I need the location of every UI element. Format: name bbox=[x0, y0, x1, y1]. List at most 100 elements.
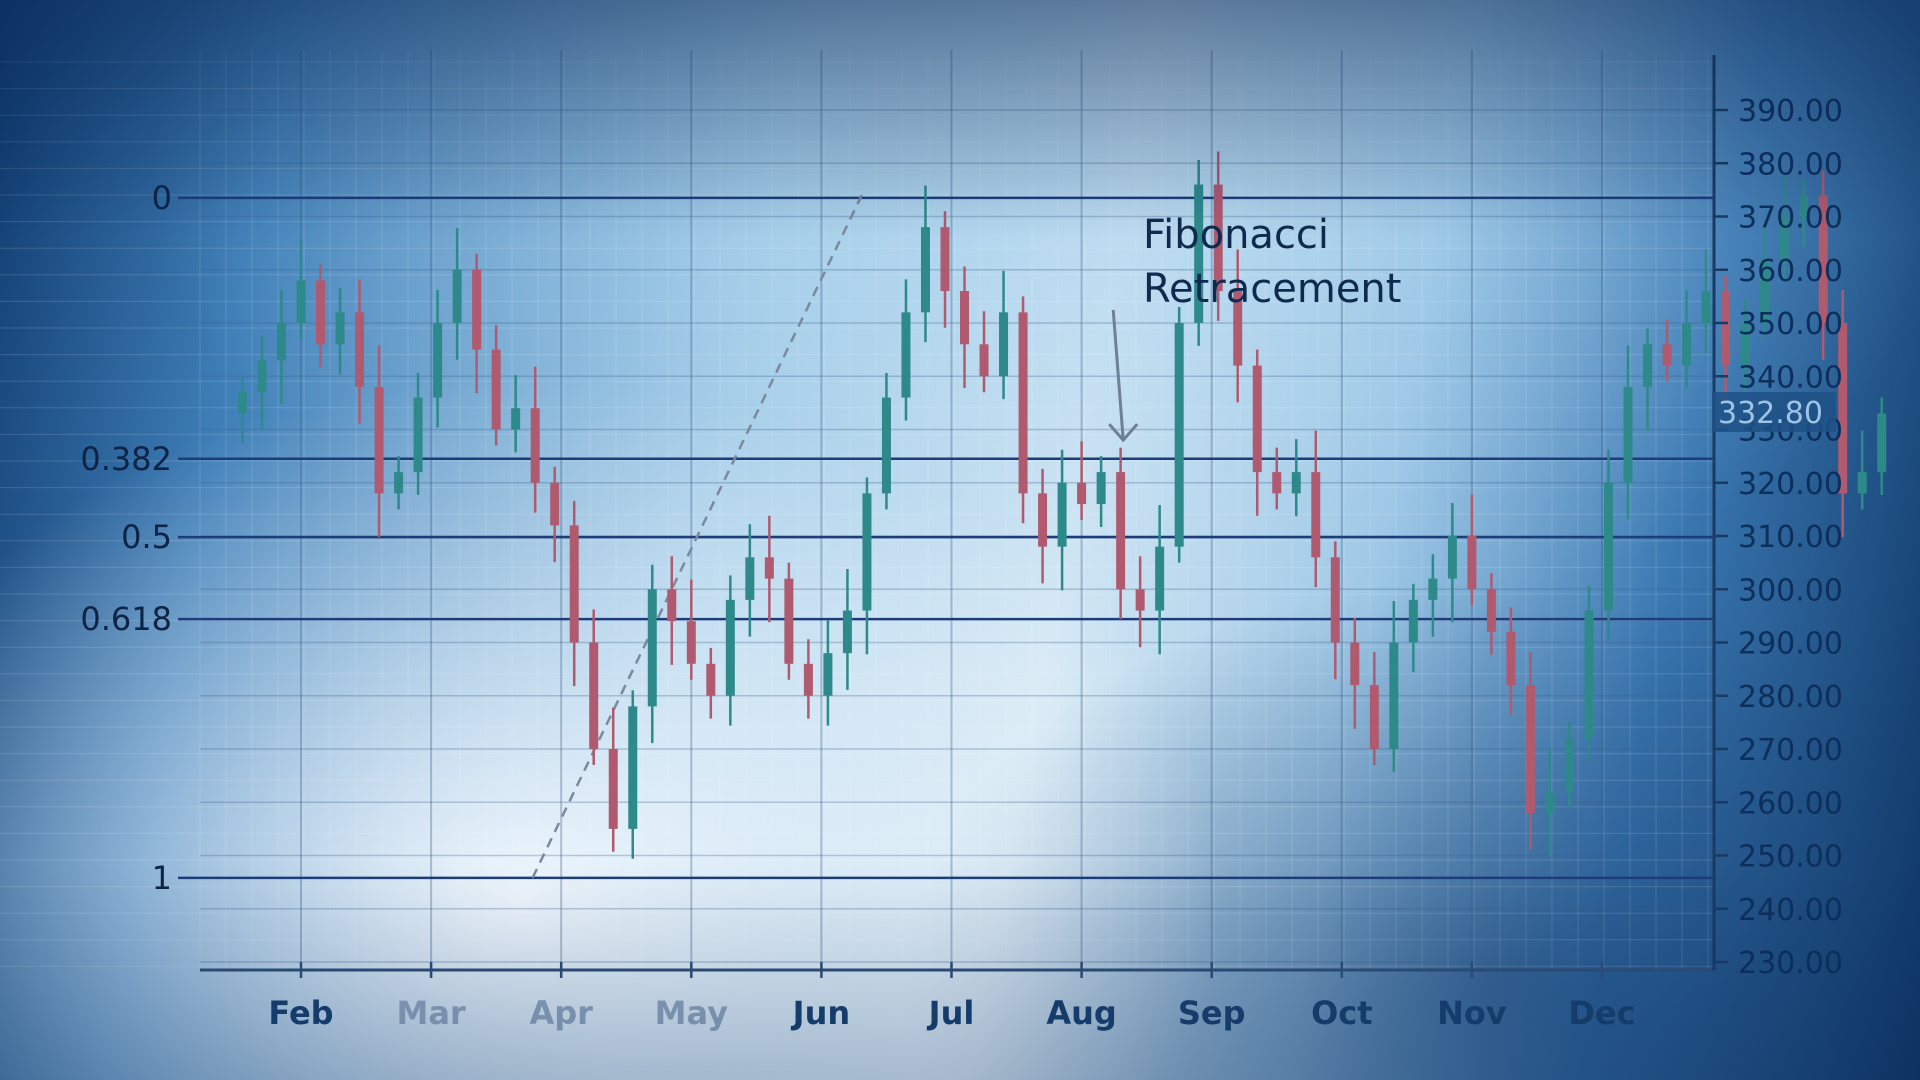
fib-level-label: 0.618 bbox=[80, 600, 172, 638]
fib-level-label: 0.5 bbox=[121, 518, 172, 556]
candle-up bbox=[1428, 578, 1438, 600]
price-tick-label: 260.00 bbox=[1738, 786, 1843, 821]
candle-down bbox=[1506, 631, 1516, 686]
price-tick-label: 320.00 bbox=[1738, 467, 1843, 502]
price-tick-label: 270.00 bbox=[1738, 733, 1843, 768]
candle-down bbox=[374, 386, 384, 494]
candle-up bbox=[1155, 546, 1165, 611]
month-tick-label: Nov bbox=[1437, 994, 1507, 1032]
candle-down bbox=[784, 578, 794, 664]
candle-up bbox=[1682, 323, 1692, 366]
candle-down bbox=[1252, 365, 1262, 473]
candle-down bbox=[1272, 472, 1282, 494]
candle-up bbox=[276, 323, 286, 361]
month-tick-label: Apr bbox=[529, 994, 593, 1032]
candle-down bbox=[803, 663, 813, 696]
candle-down bbox=[316, 280, 326, 345]
price-tick-label: 240.00 bbox=[1738, 893, 1843, 928]
candle-up bbox=[296, 280, 306, 323]
fib-level-label: 1 bbox=[152, 859, 172, 897]
candle-up bbox=[725, 599, 735, 696]
candle-down bbox=[472, 269, 482, 350]
fib-level-label: 0.382 bbox=[80, 440, 172, 478]
price-tick-label: 390.00 bbox=[1738, 94, 1843, 129]
candle-down bbox=[569, 525, 579, 643]
candle-up bbox=[1291, 472, 1301, 494]
candle-up bbox=[257, 360, 267, 393]
minor-grid bbox=[0, 50, 1714, 970]
candle-up bbox=[1857, 472, 1867, 494]
month-tick-label: Aug bbox=[1046, 994, 1116, 1032]
swing-trendline bbox=[531, 191, 865, 879]
annotation-line-2: Retracement bbox=[1143, 266, 1401, 312]
candle-up bbox=[1623, 386, 1633, 483]
candle-down bbox=[355, 312, 365, 387]
major-grid bbox=[200, 50, 1714, 970]
month-tick-label: Mar bbox=[396, 994, 465, 1032]
candle-up bbox=[335, 312, 345, 345]
price-tick-label: 300.00 bbox=[1738, 573, 1843, 608]
candle-up bbox=[1584, 610, 1594, 739]
month-tick-label: Jul bbox=[927, 994, 975, 1032]
candle-up bbox=[1057, 482, 1067, 547]
candle-up bbox=[1174, 323, 1184, 547]
candle-up bbox=[1408, 599, 1418, 643]
candle-up bbox=[413, 397, 423, 473]
month-axis-ticks: Feb Mar Apr May Jun Jul Aug Sep Oct Nov Dec bbox=[268, 962, 1636, 1032]
candle-up bbox=[511, 408, 521, 430]
candle-down bbox=[1350, 642, 1360, 686]
month-tick-label: Jun bbox=[791, 994, 850, 1032]
candle-down bbox=[686, 621, 696, 664]
price-tick-label: 370.00 bbox=[1738, 201, 1843, 236]
candle-up bbox=[842, 610, 852, 654]
price-tick-label: 230.00 bbox=[1738, 946, 1843, 981]
candle-up bbox=[433, 323, 443, 398]
candle-up bbox=[647, 589, 657, 707]
price-tick-label: 360.00 bbox=[1738, 254, 1843, 289]
swing-dashed-line bbox=[531, 191, 865, 879]
month-tick-label: Oct bbox=[1311, 994, 1372, 1032]
candle-up bbox=[1643, 344, 1653, 387]
candle-up bbox=[862, 493, 872, 611]
month-tick-label: Dec bbox=[1568, 994, 1635, 1032]
candle-down bbox=[1369, 685, 1379, 749]
candle-up bbox=[920, 227, 930, 313]
annotation-arrow-shaft bbox=[1111, 309, 1125, 441]
candle-down bbox=[491, 349, 501, 430]
price-tick-label: 280.00 bbox=[1738, 680, 1843, 715]
candle-up bbox=[1389, 642, 1399, 749]
candle-down bbox=[1077, 482, 1087, 505]
price-axis-ticks: 230.00 240.00 250.00 260.00 270.00 280.00 290.… bbox=[1714, 94, 1843, 981]
candle-up bbox=[1545, 791, 1555, 813]
candle-down bbox=[1467, 536, 1477, 590]
candle-down bbox=[960, 291, 970, 345]
fib-level-label: 0 bbox=[152, 179, 172, 217]
candle-up bbox=[394, 472, 404, 494]
candle-up bbox=[881, 397, 891, 494]
candle-up bbox=[1096, 472, 1106, 505]
candle-up bbox=[1447, 536, 1457, 579]
candle-up bbox=[452, 269, 462, 323]
candle-down bbox=[589, 642, 599, 749]
price-tick-label: 250.00 bbox=[1738, 840, 1843, 875]
candle-up bbox=[745, 557, 755, 600]
candle-up bbox=[1701, 291, 1711, 323]
candle-down bbox=[764, 557, 774, 579]
candle-down bbox=[530, 408, 540, 483]
candle-down bbox=[1721, 291, 1731, 366]
candle-up bbox=[823, 653, 833, 696]
candle-down bbox=[667, 589, 677, 622]
candle-up bbox=[628, 706, 638, 829]
candle-down bbox=[1038, 493, 1048, 547]
candle-down bbox=[1018, 312, 1028, 494]
candle-down bbox=[979, 344, 989, 377]
candle-up bbox=[999, 312, 1009, 377]
candle-down bbox=[1116, 472, 1126, 590]
candle-down bbox=[608, 749, 618, 829]
candle-down bbox=[1486, 589, 1496, 632]
candle-down bbox=[1662, 344, 1672, 366]
candle-up bbox=[1564, 738, 1574, 792]
current-price-badge: 332.80 bbox=[1712, 392, 1836, 432]
price-tick-label: 310.00 bbox=[1738, 520, 1843, 555]
